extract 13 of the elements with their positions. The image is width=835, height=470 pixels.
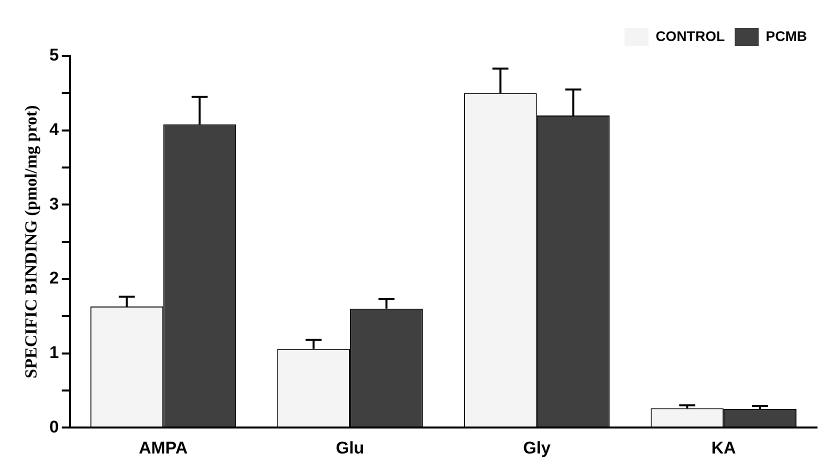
- y-tick-label: 2: [49, 268, 59, 288]
- x-tick-label: AMPA: [138, 438, 188, 458]
- legend-label: PCMB: [766, 28, 808, 44]
- y-tick-label: 4: [49, 120, 60, 140]
- legend-label: CONTROL: [656, 28, 726, 44]
- y-tick-label: 3: [49, 194, 59, 214]
- y-tick-label: 5: [49, 46, 59, 65]
- y-axis-title: SPECIFIC BINDING (pmol/mg prot): [22, 105, 41, 378]
- x-tick-label: Gly: [523, 438, 552, 458]
- y-tick-label: 1: [49, 342, 59, 362]
- y-tick-label: 0: [49, 417, 59, 436]
- x-tick-label: Glu: [336, 438, 364, 458]
- x-tick-label: KA: [711, 438, 736, 458]
